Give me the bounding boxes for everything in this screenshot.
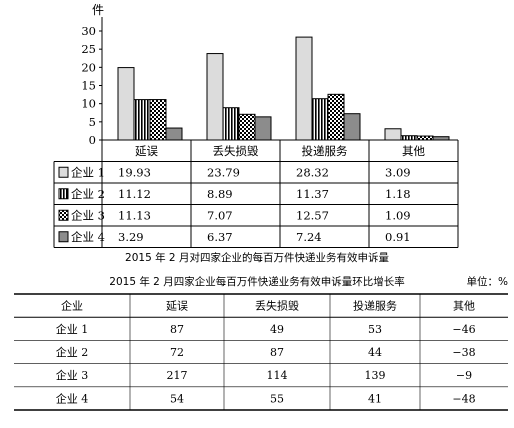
- table-cell: 139: [365, 369, 386, 382]
- y-tick-label: 5: [89, 115, 96, 129]
- data-label: 7.07: [207, 208, 233, 222]
- table-cell: 44: [368, 346, 382, 359]
- data-label: 12.57: [296, 208, 329, 222]
- table-unit: 单位：%: [467, 275, 508, 288]
- y-tick-label: 20: [81, 60, 96, 74]
- y-tick-label: 25: [81, 42, 96, 56]
- table-title: 2015 年 2 月四家企业每百万件快递业务有效申诉量环比增长率: [109, 275, 404, 288]
- table-cell: 企业 1: [56, 322, 89, 336]
- table-cell: 企业 3: [56, 368, 89, 382]
- table-cell: 54: [170, 392, 184, 405]
- bar-企业1-其他: [384, 128, 402, 141]
- data-label: 11.12: [118, 187, 151, 201]
- x-tick-label: 丢失损毁: [213, 144, 259, 158]
- y-axis-label: 件: [92, 3, 104, 17]
- bar-data-table: 延误 丢失损毁 投递服务 其他 企业 1 19.93 23.79 28.32 3.09 企业 2…: [53, 139, 459, 248]
- data-label: 3.29: [118, 230, 144, 244]
- table-cell: −38: [452, 346, 475, 359]
- y-tick-label: 10: [81, 97, 96, 111]
- table-cell: 217: [167, 369, 188, 382]
- table-cell: 87: [270, 346, 284, 359]
- table-header-cell: 丢失损毁: [255, 299, 299, 313]
- legend-swatch: [58, 188, 69, 200]
- table-cell: 企业 4: [56, 391, 89, 405]
- data-label: 1.18: [385, 187, 411, 201]
- x-tick-label: 延误: [135, 144, 158, 158]
- data-label: 8.89: [207, 187, 233, 201]
- bar-企业4-投递服务: [343, 113, 361, 141]
- legend-label: 企业 2: [71, 187, 105, 201]
- bar-企业1-投递服务: [295, 36, 313, 141]
- x-tick-label: 其他: [402, 144, 425, 158]
- data-label: 7.24: [296, 230, 322, 244]
- bar-chart: 件 0 5 10 15 20 25 30: [81, 3, 458, 147]
- y-tick-label: 15: [81, 79, 96, 93]
- bar-企业2-其他: [400, 135, 418, 141]
- table-cell: 55: [270, 392, 284, 405]
- bar-企业2-延误: [133, 99, 151, 141]
- legend-swatch: [58, 209, 69, 221]
- data-label: 3.09: [385, 165, 411, 179]
- legend-swatch: [58, 231, 69, 243]
- bar-企业2-丢失损毁: [222, 107, 240, 141]
- data-label: 1.09: [385, 208, 411, 222]
- bar-企业3-延误: [149, 99, 167, 141]
- table-cell: −48: [452, 392, 475, 405]
- bar-企业3-投递服务: [327, 93, 345, 141]
- table-cell: 49: [270, 323, 284, 336]
- bar-企业4-丢失损毁: [254, 116, 272, 141]
- table-cell: 114: [267, 369, 288, 382]
- table-cell: 72: [170, 346, 184, 359]
- table-header-cell: 企业: [61, 299, 83, 313]
- x-tick-label: 投递服务: [302, 144, 348, 158]
- bar-企业2-投递服务: [311, 98, 329, 141]
- data-label: 19.93: [118, 165, 151, 179]
- table-header-cell: 投递服务: [353, 299, 397, 313]
- legend-label: 企业 1: [71, 165, 105, 179]
- chart-title: 2015 年 2 月对四家企业的每百万件快递业务有效申诉量: [125, 251, 389, 264]
- table-cell: 41: [368, 392, 382, 405]
- bar-企业4-延误: [165, 127, 183, 141]
- data-label: 11.13: [118, 208, 151, 222]
- data-label: 11.37: [296, 187, 329, 201]
- legend-swatch: [58, 166, 69, 178]
- bar-企业1-延误: [117, 67, 135, 141]
- bar-企业3-其他: [416, 135, 434, 141]
- table-cell: 87: [170, 323, 184, 336]
- table-cell: 企业 2: [56, 345, 89, 359]
- table-header-cell: 延误: [166, 300, 188, 313]
- table-cell: 53: [368, 323, 382, 336]
- data-label: 0.91: [385, 230, 411, 244]
- legend-label: 企业 4: [71, 230, 105, 244]
- data-label: 6.37: [207, 230, 233, 244]
- data-label: 28.32: [296, 165, 329, 179]
- bar-企业1-丢失损毁: [206, 53, 224, 141]
- y-tick-label: 30: [81, 24, 96, 38]
- legend-label: 企业 3: [71, 208, 105, 222]
- table-header-cell: 其他: [453, 300, 475, 313]
- y-tick-label: 0: [89, 133, 96, 147]
- data-label: 23.79: [207, 165, 240, 179]
- table-cell: −46: [452, 323, 475, 336]
- table-cell: −9: [456, 369, 472, 382]
- bar-企业3-丢失损毁: [238, 113, 256, 141]
